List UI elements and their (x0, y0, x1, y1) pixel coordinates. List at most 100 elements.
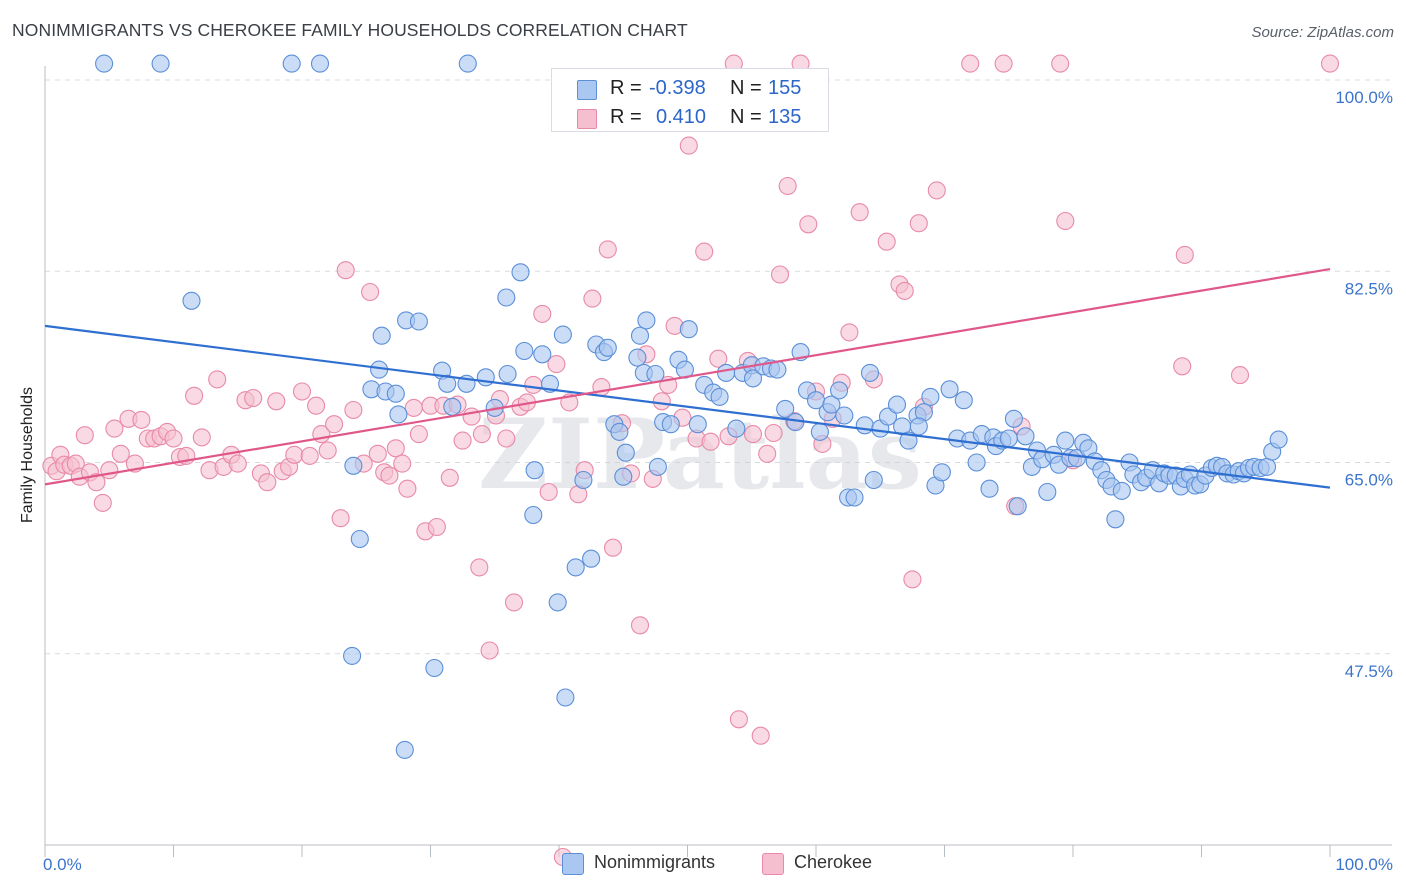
axis-tick-labels: 47.5% 65.0% 82.5% 100.0% 0.0% 100.0% (43, 88, 1393, 874)
cherokee-point (307, 396, 326, 415)
nonimmigrants-point (1016, 427, 1035, 446)
axes (44, 66, 1392, 857)
cherokee-point (701, 432, 720, 451)
n-value: 155 (768, 77, 802, 99)
nonimmigrants-point (614, 467, 633, 486)
cherokee-point (1320, 54, 1340, 73)
cherokee-point (336, 261, 355, 280)
cherokee-point (409, 425, 428, 444)
nonimmigrants-point (646, 364, 665, 384)
nonimmigrants-point (1056, 431, 1075, 450)
cherokee-point (258, 473, 277, 492)
cherokee-point (325, 415, 344, 434)
nonimmigrants-point (940, 380, 959, 399)
cherokee-point (386, 439, 405, 458)
cherokee-point (380, 466, 399, 485)
nonimmigrants-point (1106, 510, 1125, 529)
nonimmigrants-point (524, 505, 543, 525)
nonimmigrants-point (525, 461, 544, 480)
cherokee-point (368, 444, 387, 463)
nonimmigrants-point (727, 419, 746, 438)
nonimmigrants-point (372, 326, 391, 345)
cherokee-point (961, 54, 980, 73)
nonimmigrants-point (899, 431, 918, 450)
y-tick-label: 47.5% (1345, 662, 1393, 681)
cherokee-point (192, 428, 211, 447)
nonimmigrants-point (395, 740, 414, 759)
cherokee-point (1051, 54, 1070, 73)
cherokee-point (903, 570, 922, 589)
nonimmigrants-point (845, 488, 864, 507)
legend-row-cherokee: R = 0.410 N = 135 (552, 102, 828, 132)
y-tick-label: 65.0% (1345, 471, 1393, 490)
nonimmigrants-point (810, 422, 829, 441)
nonimmigrants-point (443, 397, 462, 416)
nonimmigrants-point (661, 415, 680, 434)
cherokee-point (927, 181, 946, 200)
nonimmigrants-point (855, 416, 874, 435)
nonimmigrants-point (743, 369, 763, 388)
nonimmigrants-point (498, 364, 517, 384)
cherokee-point (1173, 357, 1192, 376)
nonimmigrants-trend-line (44, 324, 1331, 489)
nonimmigrants-point (864, 470, 883, 490)
nonimmigrants-point (878, 407, 898, 426)
cherokee-point (1175, 245, 1194, 264)
legend-swatch-blue (577, 80, 597, 100)
cherokee-point (799, 215, 818, 234)
cherokee-point (895, 281, 914, 300)
nonimmigrants-point (1112, 481, 1131, 500)
cherokee-point (778, 176, 797, 196)
cherokee-point (318, 441, 337, 460)
source-label: Source: ZipAtlas.com (1251, 24, 1394, 41)
r-value: 0.410 (656, 106, 707, 128)
nonimmigrants-point (967, 453, 986, 472)
cherokee-point (729, 710, 748, 729)
legend-row-nonimmigrants: R = -0.398 N = 155 (552, 73, 828, 103)
nonimmigrants-point (598, 338, 617, 357)
cherokee-point (695, 242, 714, 261)
nonimmigrants-point (835, 406, 854, 425)
cherokee-point (877, 232, 896, 251)
cherokee-point (105, 419, 124, 438)
cherokee-point (228, 454, 247, 473)
cherokee-point (764, 423, 783, 443)
cherokee-point (472, 425, 491, 444)
cherokee-point (679, 136, 698, 155)
cherokee-point (758, 444, 777, 463)
nonimmigrants-point (610, 422, 629, 441)
y-tick-label: 100.0% (1335, 88, 1393, 107)
nonimmigrants-point (282, 54, 301, 73)
cherokee-point (840, 323, 859, 342)
chart-title: NONIMMIGRANTS VS CHEROKEE FAMILY HOUSEHO… (12, 20, 688, 40)
nonimmigrants-point (954, 391, 973, 410)
x-tick-label-max: 100.0% (1335, 855, 1393, 874)
nonimmigrants-point (343, 646, 362, 665)
cherokee-point (630, 616, 650, 635)
cherokee-point (267, 392, 286, 411)
y-tick-label: 82.5% (1345, 279, 1393, 298)
nonimmigrants-point (830, 381, 849, 400)
cherokee-point (404, 398, 423, 417)
cherokee-point (504, 593, 524, 612)
nonimmigrants-point (556, 688, 575, 707)
nonimmigrants-point (980, 479, 999, 498)
cherokee-point (185, 386, 204, 405)
nonimmigrants-point (553, 325, 572, 344)
cherokee-point (75, 426, 94, 445)
cherokee-point (361, 282, 380, 302)
cherokee-point (100, 461, 119, 480)
nonimmigrants-point (548, 593, 567, 612)
nonimmigrants-point (95, 54, 114, 73)
grid-lines (45, 79, 1392, 655)
cherokee-point (497, 429, 516, 448)
n-label: N = (730, 77, 762, 99)
cherokee-trend-line (44, 267, 1331, 486)
cherokee-point (1230, 366, 1250, 385)
nonimmigrants-point (438, 374, 457, 393)
cherokee-point (427, 517, 446, 537)
cherokee-point (850, 203, 869, 222)
nonimmigrants-point (1257, 457, 1277, 476)
y-axis-title: Family Households (19, 386, 36, 524)
